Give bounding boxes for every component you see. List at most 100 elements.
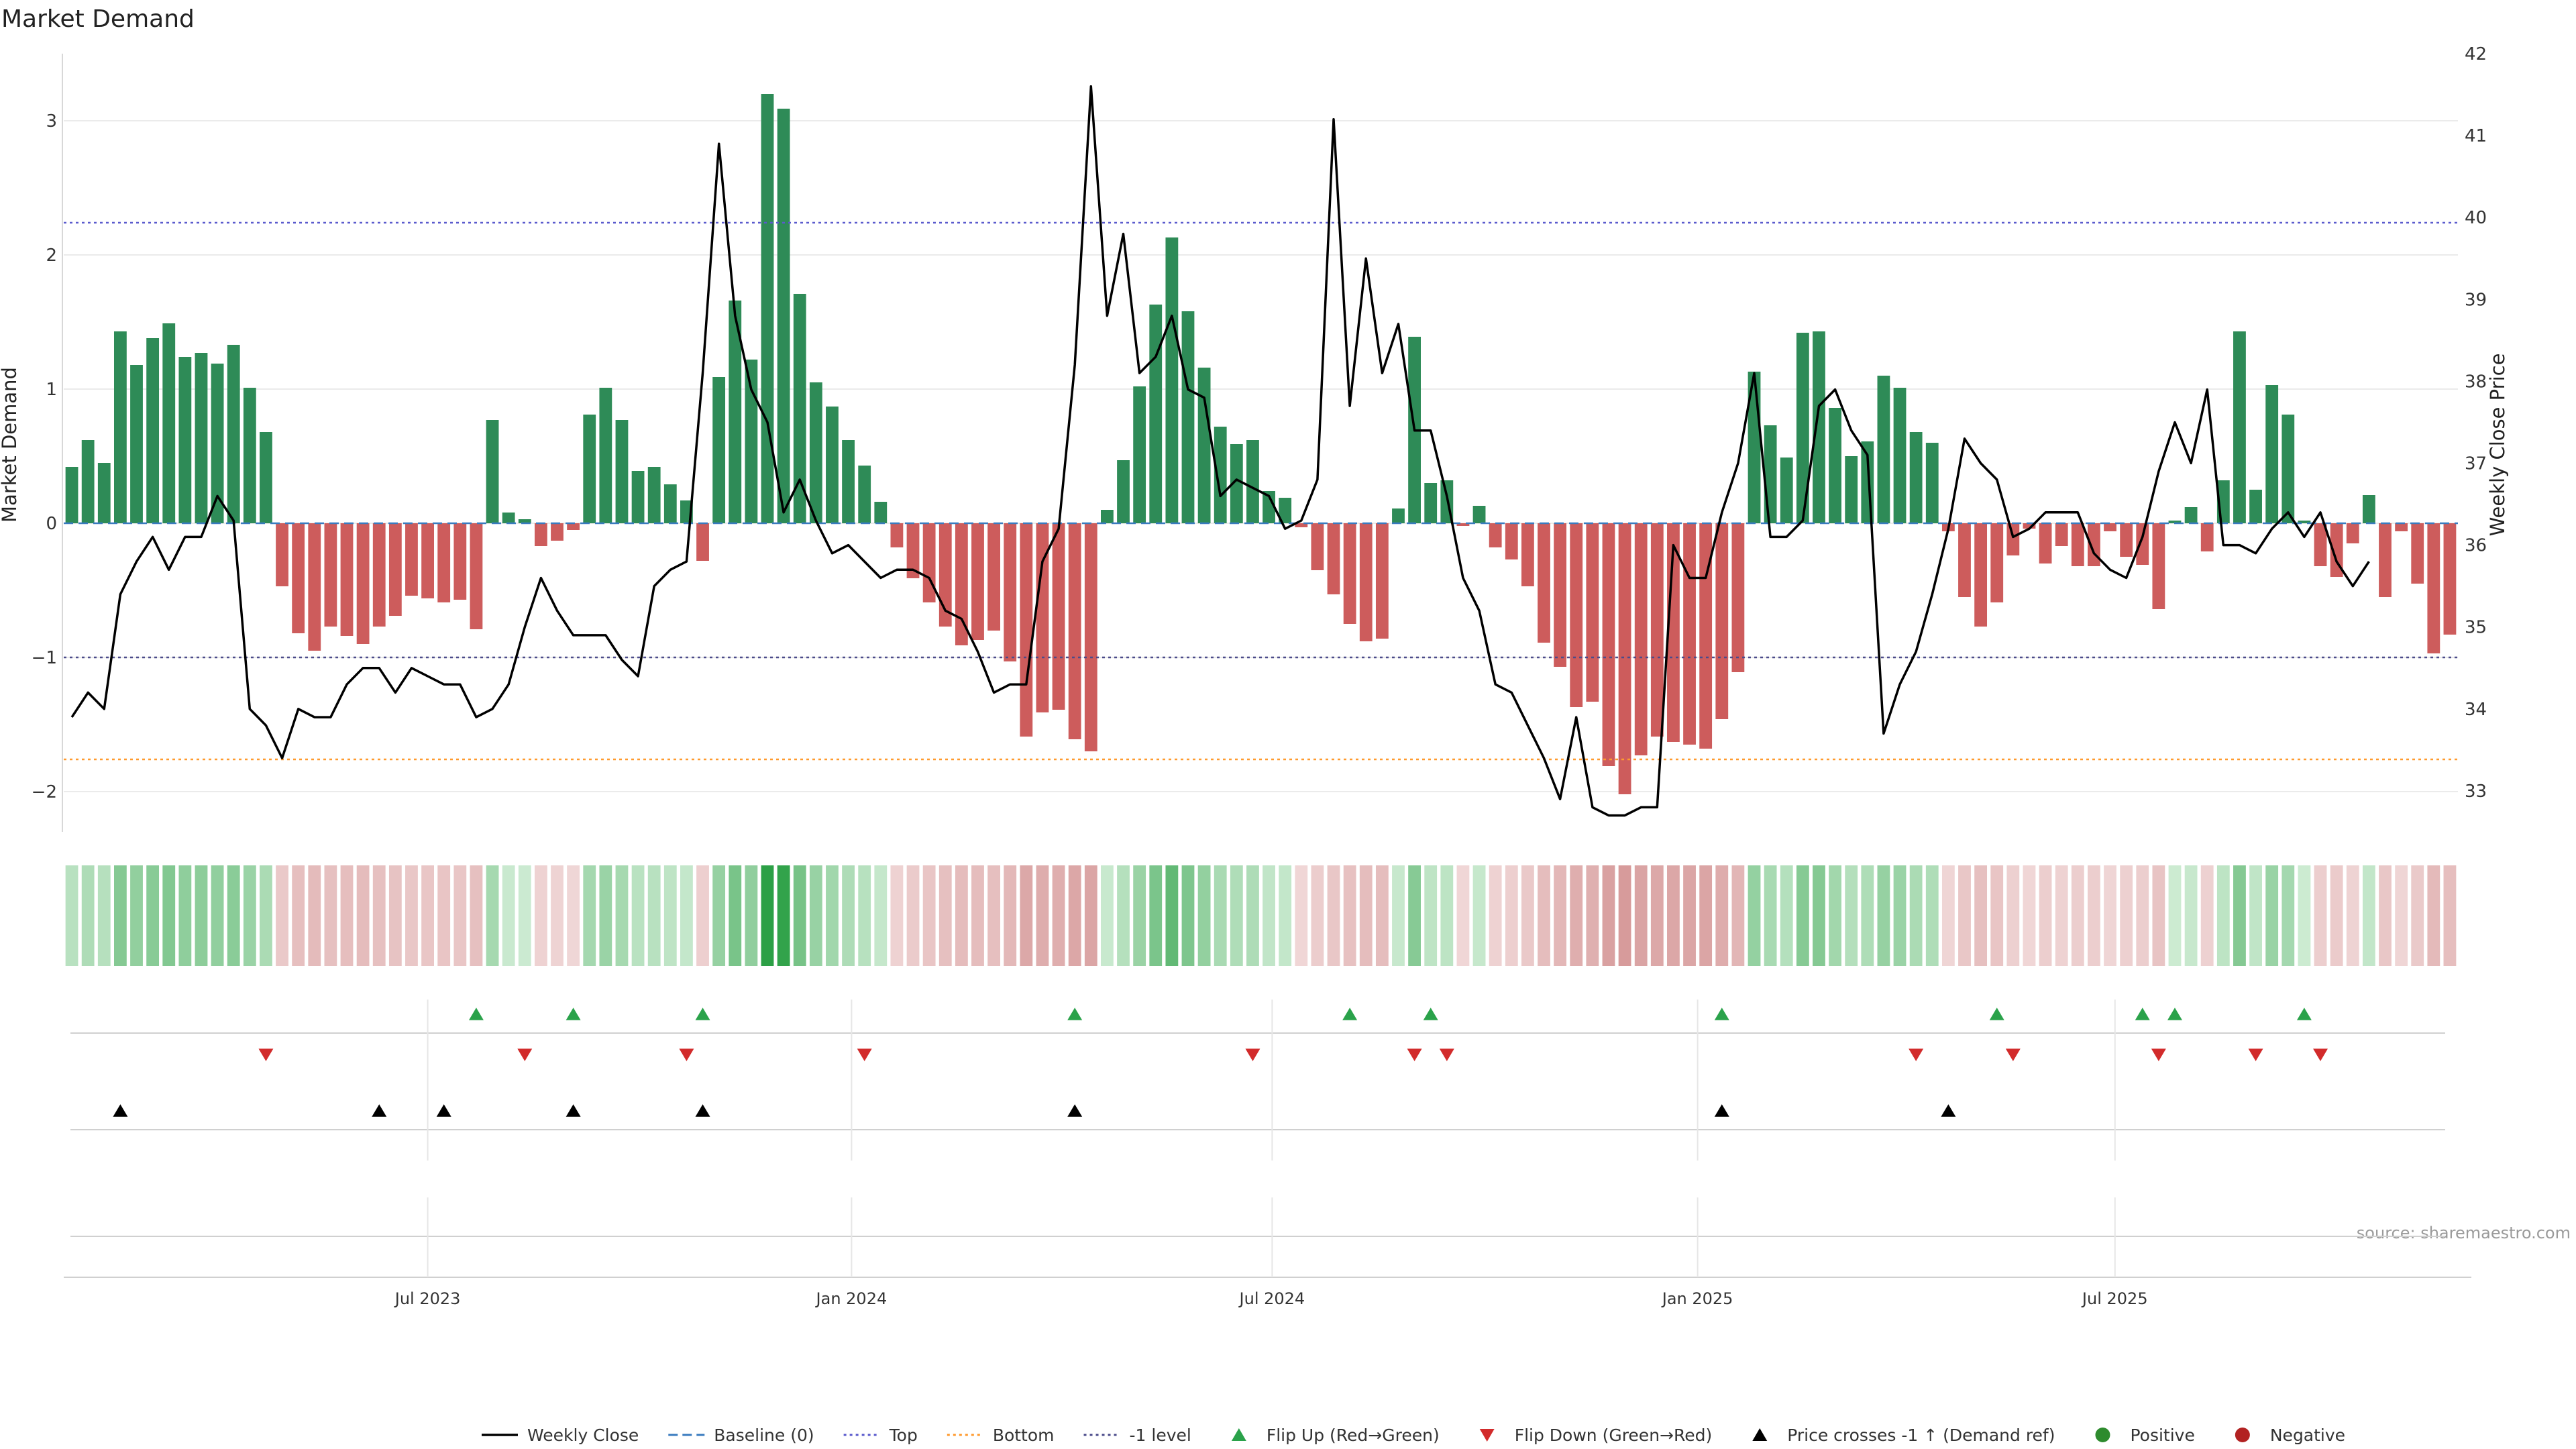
flip-down-marker (2248, 1049, 2263, 1061)
heat-cell (2039, 865, 2052, 966)
legend-entry-label: Weekly Close (527, 1426, 639, 1445)
heat-cell (1343, 865, 1356, 966)
heat-cell (599, 865, 612, 966)
demand-bar (308, 523, 321, 651)
demand-bar (2298, 521, 2311, 523)
demand-bar (1165, 237, 1179, 523)
demand-bar (162, 323, 176, 523)
heat-cell (890, 865, 904, 966)
heat-cell (1715, 865, 1729, 966)
demand-bar (1634, 523, 1648, 755)
heat-cell (2346, 865, 2359, 966)
demand-bar (65, 467, 78, 523)
demand-bar (421, 523, 434, 598)
flip-up-marker (695, 1008, 710, 1020)
legend-swatch-circle (2095, 1428, 2110, 1442)
flip-down-marker (517, 1049, 533, 1061)
demand-bar (1101, 510, 1114, 523)
flip-up-marker (2135, 1008, 2150, 1020)
heat-cell (1472, 865, 1486, 966)
heat-cell (1877, 865, 1890, 966)
demand-bar (113, 331, 127, 523)
demand-bar (1133, 386, 1146, 523)
heat-cell (388, 865, 402, 966)
demand-bar (809, 382, 822, 523)
heat-cell (1133, 865, 1146, 966)
heat-cell (2120, 865, 2133, 966)
legend-entry-label: Positive (2130, 1426, 2194, 1445)
demand-bar (826, 407, 839, 523)
heat-cell (1829, 865, 1841, 966)
demand-bar (1359, 523, 1373, 641)
heat-cell (842, 865, 855, 966)
heat-cell (534, 865, 547, 966)
demand-bar (2039, 523, 2052, 564)
demand-bar (1813, 331, 1825, 523)
legend-swatch-circle (2235, 1428, 2250, 1442)
heat-cell (1634, 865, 1648, 966)
heat-cell (470, 865, 483, 966)
demand-bar (1424, 483, 1438, 523)
demand-bar (356, 523, 370, 644)
legend-entry-label: Price crosses -1 ↑ (Demand ref) (1787, 1426, 2055, 1445)
heat-cell (906, 865, 920, 966)
heat-cell (195, 865, 208, 966)
heat-cell (2265, 865, 2279, 966)
demand-bar (2120, 523, 2133, 557)
heat-cell (1764, 865, 1777, 966)
heat-cell (2298, 865, 2311, 966)
demand-bar (178, 357, 192, 523)
heat-cell (631, 865, 645, 966)
demand-bar (518, 519, 531, 523)
heat-cell (712, 865, 726, 966)
heat-cell (938, 865, 952, 966)
heat-cell (826, 865, 839, 966)
demand-bar (1117, 460, 1130, 523)
heat-cell (2088, 865, 2100, 966)
heat-cell (1279, 865, 1292, 966)
demand-bar (696, 523, 709, 561)
legend-entry-label: Bottom (993, 1426, 1055, 1445)
right-tick-label: 36 (2465, 536, 2487, 556)
heat-cell (1796, 865, 1809, 966)
heat-cell (1197, 865, 1211, 966)
heat-cell (1068, 865, 1081, 966)
heat-cell (146, 865, 160, 966)
demand-bar (211, 364, 224, 523)
demand-bar (534, 523, 547, 546)
heat-cell (971, 865, 984, 966)
heat-cell (1295, 865, 1308, 966)
heat-cell (987, 865, 1001, 966)
heat-cell (1004, 865, 1017, 966)
x-tick-label: Jan 2024 (815, 1289, 888, 1308)
demand-bar (858, 466, 871, 523)
price-cross-marker (1941, 1104, 1956, 1117)
flip-up-marker (1714, 1008, 1729, 1020)
heat-cell (1570, 865, 1583, 966)
heat-cell (1392, 865, 1405, 966)
price-cross-marker (1714, 1104, 1729, 1117)
demand-bar (405, 523, 418, 596)
heat-cell (922, 865, 936, 966)
demand-bar (453, 523, 467, 600)
heat-cell (2152, 865, 2165, 966)
heat-cell (2023, 865, 2036, 966)
demand-bar (1699, 523, 1713, 749)
demand-bar (2136, 523, 2149, 565)
heat-cell (1214, 865, 1227, 966)
demand-bar (324, 523, 337, 627)
flip-down-marker (258, 1049, 274, 1061)
demand-bar (987, 523, 1001, 631)
demand-bar (922, 523, 936, 602)
chart-title: Market Demand (1, 5, 195, 33)
heat-cell (1489, 865, 1502, 966)
demand-bar (631, 471, 645, 523)
demand-bar (2282, 415, 2295, 523)
heat-cell (421, 865, 434, 966)
heat-cell (243, 865, 256, 966)
heat-cell (340, 865, 354, 966)
demand-bar (1084, 523, 1097, 751)
demand-bar (1650, 523, 1664, 737)
demand-bar (372, 523, 386, 627)
